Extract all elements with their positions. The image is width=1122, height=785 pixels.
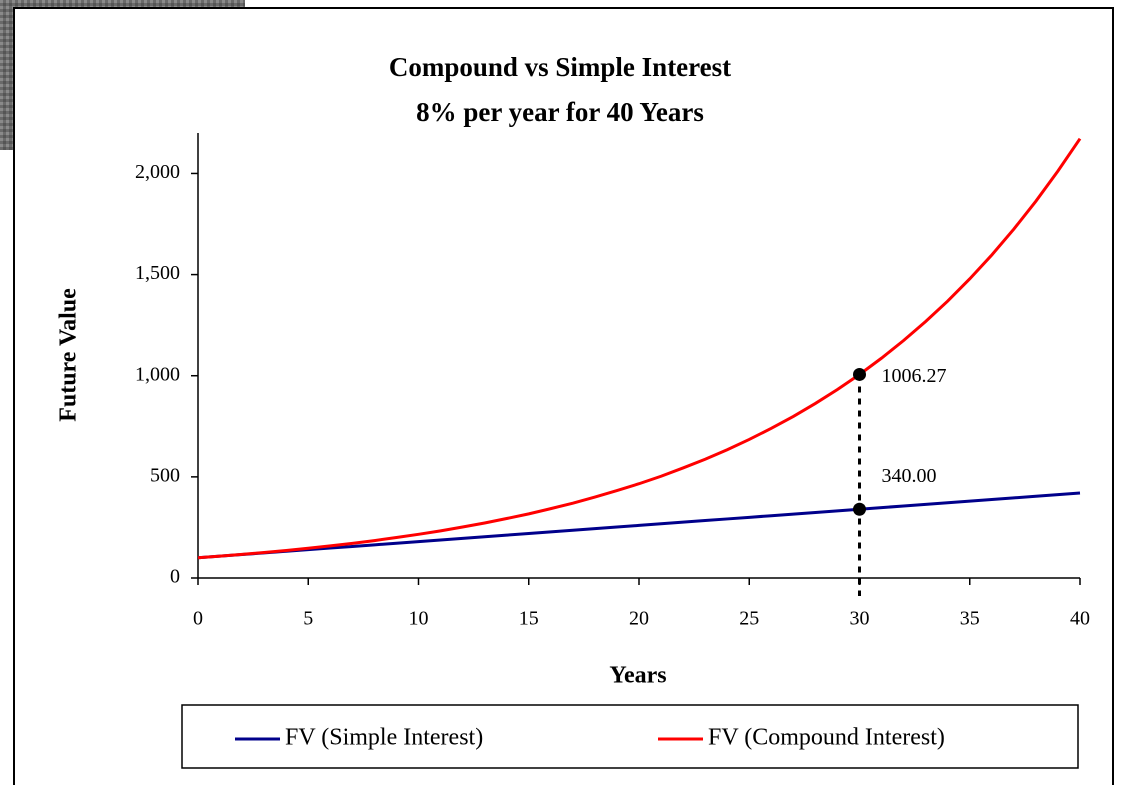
x-tick-label: 5 <box>303 608 313 630</box>
y-tick-label: 500 <box>150 464 180 486</box>
x-tick-label: 0 <box>193 608 203 630</box>
x-axis-label: Years <box>609 663 666 689</box>
y-axis-label: Future Value <box>56 288 82 422</box>
chart-subtitle: 8% per year for 40 Years <box>416 97 704 127</box>
x-tick-label: 30 <box>850 608 870 630</box>
x-tick-label: 15 <box>519 608 539 630</box>
annotation-point <box>853 368 866 381</box>
annotation-label: 1006.27 <box>882 365 947 387</box>
legend-label: FV (Simple Interest) <box>285 725 483 751</box>
chart-title: Compound vs Simple Interest <box>389 52 731 82</box>
x-tick-label: 10 <box>409 608 429 630</box>
x-tick-label: 40 <box>1070 608 1090 630</box>
y-tick-label: 0 <box>170 566 180 588</box>
y-tick-label: 1,500 <box>135 262 180 284</box>
annotation-point <box>853 503 866 516</box>
y-tick-label: 2,000 <box>135 161 180 183</box>
x-tick-label: 20 <box>629 608 649 630</box>
legend-label: FV (Compound Interest) <box>708 725 945 751</box>
y-tick-label: 1,000 <box>135 363 180 385</box>
page: Compound vs Simple Interest 8% per year … <box>0 0 1122 785</box>
annotation-label: 340.00 <box>882 465 937 487</box>
chart: Compound vs Simple Interest 8% per year … <box>0 0 1122 785</box>
x-tick-label: 35 <box>960 608 980 630</box>
x-tick-label: 25 <box>739 608 759 630</box>
